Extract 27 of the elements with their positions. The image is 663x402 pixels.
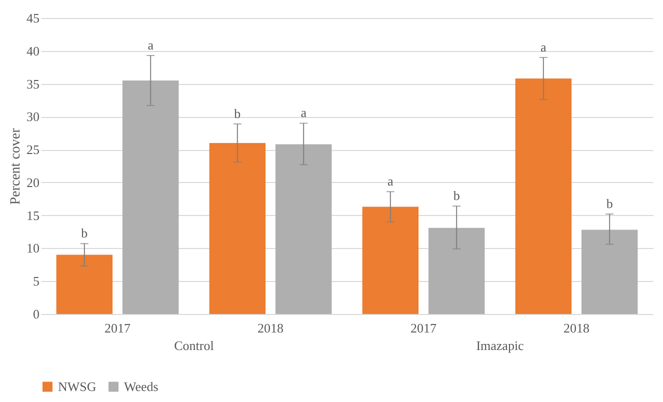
data-label: a: [148, 37, 154, 52]
x-tick-label: 2018: [564, 320, 590, 336]
text: Control: [174, 338, 214, 353]
legend-label: NWSG: [58, 378, 96, 394]
data-label: b: [453, 188, 460, 204]
y-tick-label: 45: [26, 10, 40, 26]
data-label: a: [540, 39, 547, 54]
y-tick-label: 40: [26, 43, 40, 58]
y-tick-label: 15: [26, 208, 40, 223]
data-label: b: [81, 226, 88, 241]
data-label: a: [300, 105, 307, 120]
y-axis-title: Percent cover: [8, 128, 24, 205]
x-tick-label: 2018: [258, 320, 284, 336]
y-tick-label: 35: [26, 76, 40, 92]
x-tick-label: 2017: [410, 320, 437, 336]
y-tick-label: 30: [26, 109, 40, 124]
data-label: b: [234, 106, 241, 121]
legend-label: Weeds: [124, 378, 158, 394]
y-tick-label: 25: [26, 142, 40, 158]
text: Imazapic: [476, 338, 524, 353]
y-tick-label: 0: [33, 306, 40, 322]
y-tick-label: 20: [26, 174, 40, 190]
x-tick-label: 2017: [104, 320, 131, 336]
data-label: b: [606, 196, 613, 212]
y-tick-label: 5: [33, 274, 40, 289]
y-tick-label: 10: [26, 240, 40, 256]
data-label: a: [388, 174, 394, 189]
